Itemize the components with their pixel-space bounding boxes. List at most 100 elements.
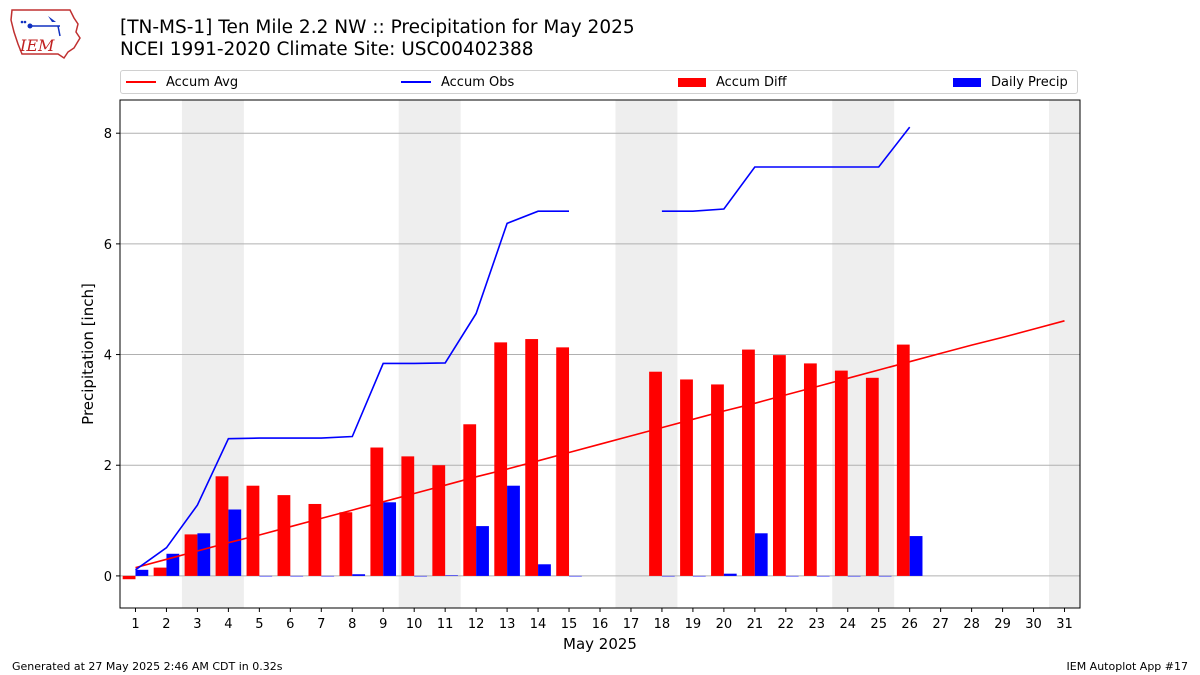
legend-label: Accum Obs [441,74,515,90]
footer-generated: Generated at 27 May 2025 2:46 AM CDT in … [12,660,283,673]
legend-item-daily-precip: Daily Precip [953,71,1068,93]
x-tick-label: 6 [286,617,294,632]
accum-avg-line [135,320,1065,569]
x-tick-label: 26 [901,617,918,632]
y-tick-label: 8 [104,127,112,142]
daily-precip-bar [816,575,830,577]
daily-precip-bar [414,575,427,577]
x-tick-label: 11 [437,617,454,632]
accum-obs-line [661,126,911,212]
daily-precip-bar [878,575,892,577]
daily-precip-bar [909,536,923,576]
x-tick-label: 25 [870,617,887,632]
x-tick-label: 1 [131,617,139,632]
accum-diff-bar [246,485,260,576]
x-tick-label: 24 [839,617,856,632]
accum-diff-bar [432,465,446,576]
y-tick-label: 6 [104,238,112,253]
x-axis-label: May 2025 [563,635,637,653]
iowa-map-icon [10,9,81,60]
x-tick-label: 8 [348,617,356,632]
accum-diff-bar [339,512,353,576]
legend-item-accum-obs: Accum Obs [401,71,514,93]
legend-swatch [126,81,156,83]
accum-diff-bar [773,355,786,576]
accum-diff-bar [463,424,477,576]
accum-diff-bar [834,370,848,576]
accum-diff-bar [277,495,291,576]
accum-diff-bar [556,347,570,576]
daily-precip-bar [507,485,520,576]
x-tick-label: 14 [530,617,547,632]
title-line-2: NCEI 1991-2020 Climate Site: USC00402388 [120,39,534,60]
daily-precip-bar [692,575,706,577]
y-tick-label: 0 [104,570,112,585]
accum-diff-bar [122,575,136,580]
legend-swatch [401,81,431,83]
chart-title: [TN-MS-1] Ten Mile 2.2 NW :: Precipitati… [120,17,635,61]
daily-precip-bar [445,575,458,576]
daily-precip-bar [290,575,304,577]
x-tick-label: 15 [561,617,578,632]
x-tick-label: 9 [379,617,387,632]
x-tick-label: 10 [406,617,423,632]
y-axis-label: Precipitation [inch] [79,283,97,425]
accum-diff-bar [680,379,693,576]
title-line-1: [TN-MS-1] Ten Mile 2.2 NW :: Precipitati… [120,17,635,38]
x-tick-label: 19 [685,617,702,632]
daily-precip-bar [259,575,273,577]
daily-precip-bar [135,569,149,576]
accum-diff-bar [525,339,539,576]
accum-diff-bar [803,363,817,576]
x-tick-label: 17 [623,617,640,632]
accum-diff-bar [308,503,322,576]
daily-precip-bar [661,575,675,577]
daily-precip-bar [538,564,551,576]
accum-diff-bar [742,349,755,576]
x-tick-label: 4 [224,617,232,632]
x-tick-label: 3 [193,617,201,632]
accum-diff-bar [401,456,415,576]
legend: Accum Avg Accum Obs Accum Diff Daily Pre… [120,70,1078,94]
accum-diff-bar [184,534,198,576]
iem-logo: IEM [8,4,84,62]
x-tick-label: 21 [747,617,764,632]
daily-precip-bar [166,553,180,576]
accum-diff-bar [370,447,384,576]
x-tick-label: 20 [716,617,733,632]
accum-diff-bar [865,377,879,576]
legend-swatch [678,77,706,87]
legend-item-accum-diff: Accum Diff [678,71,787,93]
daily-precip-bar [383,502,397,576]
x-tick-label: 23 [809,617,826,632]
daily-precip-bar [785,575,799,577]
daily-precip-bar [847,575,861,577]
daily-precip-bar [352,574,366,576]
accum-obs-line [135,210,569,571]
accum-diff-bar [494,342,508,576]
x-tick-label: 29 [994,617,1011,632]
daily-precip-bar [476,526,489,576]
x-tick-label: 7 [317,617,325,632]
x-tick-label: 22 [778,617,795,632]
x-tick-label: 27 [932,617,949,632]
x-tick-label: 31 [1056,617,1073,632]
x-tick-label: 28 [963,617,980,632]
y-tick-label: 2 [104,459,112,474]
daily-precip-bar [754,533,768,576]
accum-diff-bar [711,384,724,576]
daily-precip-bar [228,509,242,576]
legend-swatch [953,77,981,87]
x-tick-label: 5 [255,617,263,632]
legend-item-accum-avg: Accum Avg [126,71,238,93]
x-tick-label: 13 [499,617,516,632]
weekend-shade [1049,100,1080,608]
legend-label: Accum Diff [716,74,787,90]
x-tick-label: 18 [654,617,671,632]
daily-precip-bar [569,575,582,577]
legend-label: Accum Avg [166,74,239,90]
accum-diff-bar [896,344,910,576]
x-tick-label: 12 [468,617,485,632]
logo-text: IEM [20,36,55,55]
